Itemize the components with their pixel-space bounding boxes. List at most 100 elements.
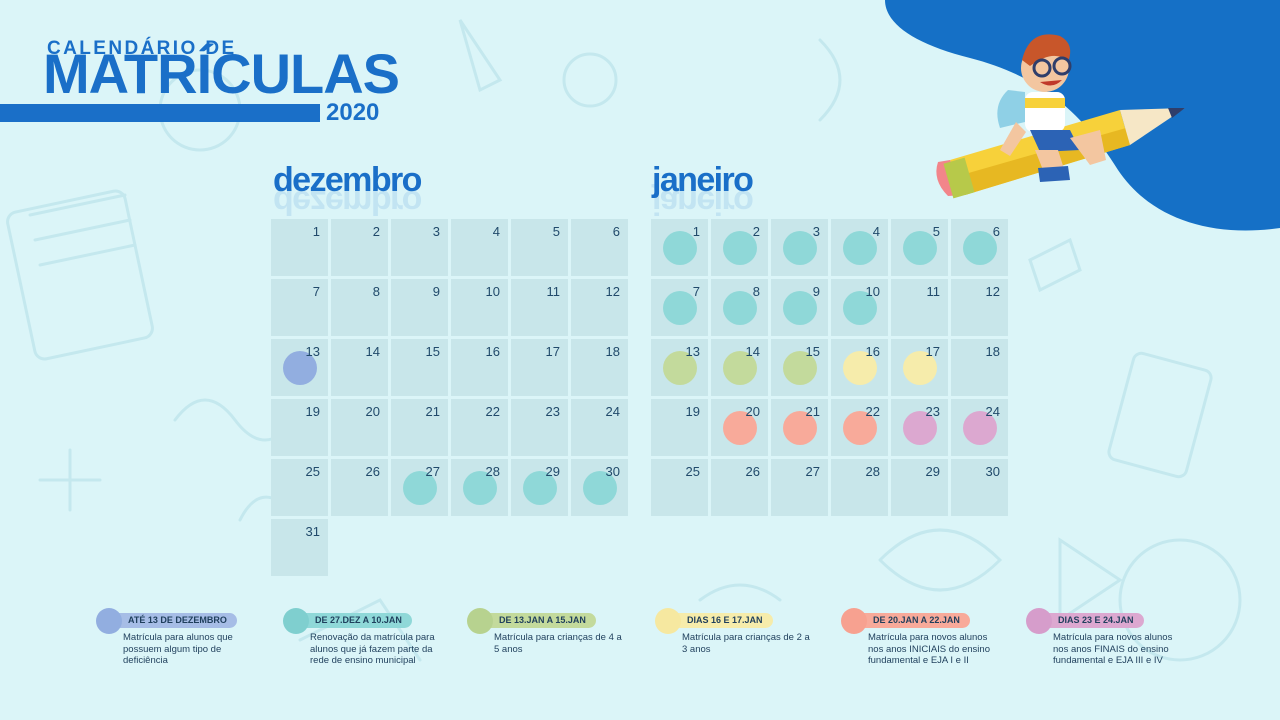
- enrollment-marker-dot: [723, 351, 757, 385]
- calendar-day-number: 29: [925, 464, 940, 479]
- calendar-day-cell: 2: [331, 219, 388, 276]
- calendar-day-cell: 27: [391, 459, 448, 516]
- legend-color-dot: [841, 608, 867, 634]
- enrollment-marker-dot: [903, 411, 937, 445]
- calendar-day-cell: 8: [331, 279, 388, 336]
- calendar-day-cell: 18: [951, 339, 1008, 396]
- calendar-day-cell: 13: [271, 339, 328, 396]
- calendar-day-cell: 14: [711, 339, 768, 396]
- calendar-day-cell: 26: [711, 459, 768, 516]
- calendar-day-cell: 29: [891, 459, 948, 516]
- calendar-day-cell: 1: [651, 219, 708, 276]
- calendar-day-cell: 5: [891, 219, 948, 276]
- legend-description: Matrícula para alunos que possuem algum …: [123, 632, 233, 666]
- calendar-day-number: 30: [605, 464, 620, 479]
- calendar-day-cell: 25: [271, 459, 328, 516]
- calendar-day-number: 8: [752, 284, 760, 299]
- calendar-day-number: 28: [485, 464, 500, 479]
- calendar-day-cell: 6: [571, 219, 628, 276]
- legend-date-pill: DIAS 16 E 17.JAN: [669, 613, 773, 628]
- legend-description: Renovação da matrícula para alunos que j…: [310, 632, 435, 666]
- legend-date-pill: ATÉ 13 DE DEZEMBRO: [110, 613, 237, 628]
- calendar-day-number: 27: [805, 464, 820, 479]
- calendar-day-cell: 20: [331, 399, 388, 456]
- calendar-day-cell: 15: [391, 339, 448, 396]
- calendar-day-number: 21: [805, 404, 820, 419]
- calendar-day-number: 19: [305, 404, 320, 419]
- legend-date-pill: DE 13.JAN A 15.JAN: [481, 613, 596, 628]
- calendar-day-cell: 22: [451, 399, 508, 456]
- calendar-day-number: 25: [685, 464, 700, 479]
- kid-on-pencil-illustration: [936, 34, 1185, 199]
- legend-color-dot: [1026, 608, 1052, 634]
- enrollment-marker-dot: [843, 231, 877, 265]
- calendar-day-number: 14: [365, 344, 380, 359]
- calendar-day-cell: 16: [831, 339, 888, 396]
- legend-color-dot: [283, 608, 309, 634]
- enrollment-marker-dot: [843, 411, 877, 445]
- calendar-day-number: 12: [985, 284, 1000, 299]
- calendar-day-number: 3: [432, 224, 440, 239]
- legend-color-dot: [96, 608, 122, 634]
- calendar-day-number: 3: [812, 224, 820, 239]
- month-title-janeiro-reflection: janeiro: [652, 183, 753, 221]
- calendar-day-number: 17: [545, 344, 560, 359]
- enrollment-marker-dot: [663, 231, 697, 265]
- calendar-day-cell: 30: [571, 459, 628, 516]
- calendar-day-cell: 15: [771, 339, 828, 396]
- calendar-day-number: 6: [992, 224, 1000, 239]
- enrollment-marker-dot: [583, 471, 617, 505]
- calendar-day-number: 26: [365, 464, 380, 479]
- calendar-day-number: 31: [305, 524, 320, 539]
- calendar-day-number: 16: [485, 344, 500, 359]
- legend-date-pill: DE 20.JAN A 22.JAN: [855, 613, 970, 628]
- calendar-day-number: 19: [685, 404, 700, 419]
- calendar-day-number: 7: [312, 284, 320, 299]
- calendar-day-number: 12: [605, 284, 620, 299]
- calendar-day-number: 13: [305, 344, 320, 359]
- calendar-day-number: 16: [865, 344, 880, 359]
- calendar-day-cell: 10: [451, 279, 508, 336]
- calendar-day-number: 26: [745, 464, 760, 479]
- calendar-day-number: 18: [605, 344, 620, 359]
- calendar-day-number: 10: [865, 284, 880, 299]
- calendar-day-number: 5: [552, 224, 560, 239]
- calendar-day-number: 24: [605, 404, 620, 419]
- calendar-day-cell: 16: [451, 339, 508, 396]
- calendar-day-cell: 4: [831, 219, 888, 276]
- calendar-day-cell: 31: [271, 519, 328, 576]
- calendar-day-number: 9: [812, 284, 820, 299]
- calendar-day-cell: 30: [951, 459, 1008, 516]
- calendar-day-cell: 4: [451, 219, 508, 276]
- calendar-day-cell: 25: [651, 459, 708, 516]
- calendar-day-cell: 5: [511, 219, 568, 276]
- legend-description: Matrícula para novos alunos nos anos FIN…: [1053, 632, 1173, 666]
- calendar-day-number: 2: [372, 224, 380, 239]
- enrollment-marker-dot: [783, 291, 817, 325]
- calendar-day-number: 20: [745, 404, 760, 419]
- enrollment-marker-dot: [963, 231, 997, 265]
- calendar-day-cell: 2: [711, 219, 768, 276]
- enrollment-marker-dot: [723, 411, 757, 445]
- calendar-day-number: 24: [985, 404, 1000, 419]
- calendar-day-cell: 24: [951, 399, 1008, 456]
- header-year: 2020: [326, 99, 380, 126]
- calendar-day-number: 14: [745, 344, 760, 359]
- calendar-day-number: 7: [692, 284, 700, 299]
- calendar-day-number: 21: [425, 404, 440, 419]
- calendar-day-number: 18: [985, 344, 1000, 359]
- calendar-day-cell: 18: [571, 339, 628, 396]
- calendar-day-number: 10: [485, 284, 500, 299]
- calendar-day-cell: 19: [651, 399, 708, 456]
- calendar-day-cell: 20: [711, 399, 768, 456]
- calendar-day-number: 22: [865, 404, 880, 419]
- enrollment-marker-dot: [843, 351, 877, 385]
- calendar-day-number: 1: [692, 224, 700, 239]
- legend-color-dot: [467, 608, 493, 634]
- calendar-day-number: 9: [432, 284, 440, 299]
- calendar-day-number: 5: [932, 224, 940, 239]
- legend-description: Matrícula para novos alunos nos anos INI…: [868, 632, 990, 666]
- enrollment-marker-dot: [903, 231, 937, 265]
- calendar-day-cell: 12: [951, 279, 1008, 336]
- enrollment-marker-dot: [783, 411, 817, 445]
